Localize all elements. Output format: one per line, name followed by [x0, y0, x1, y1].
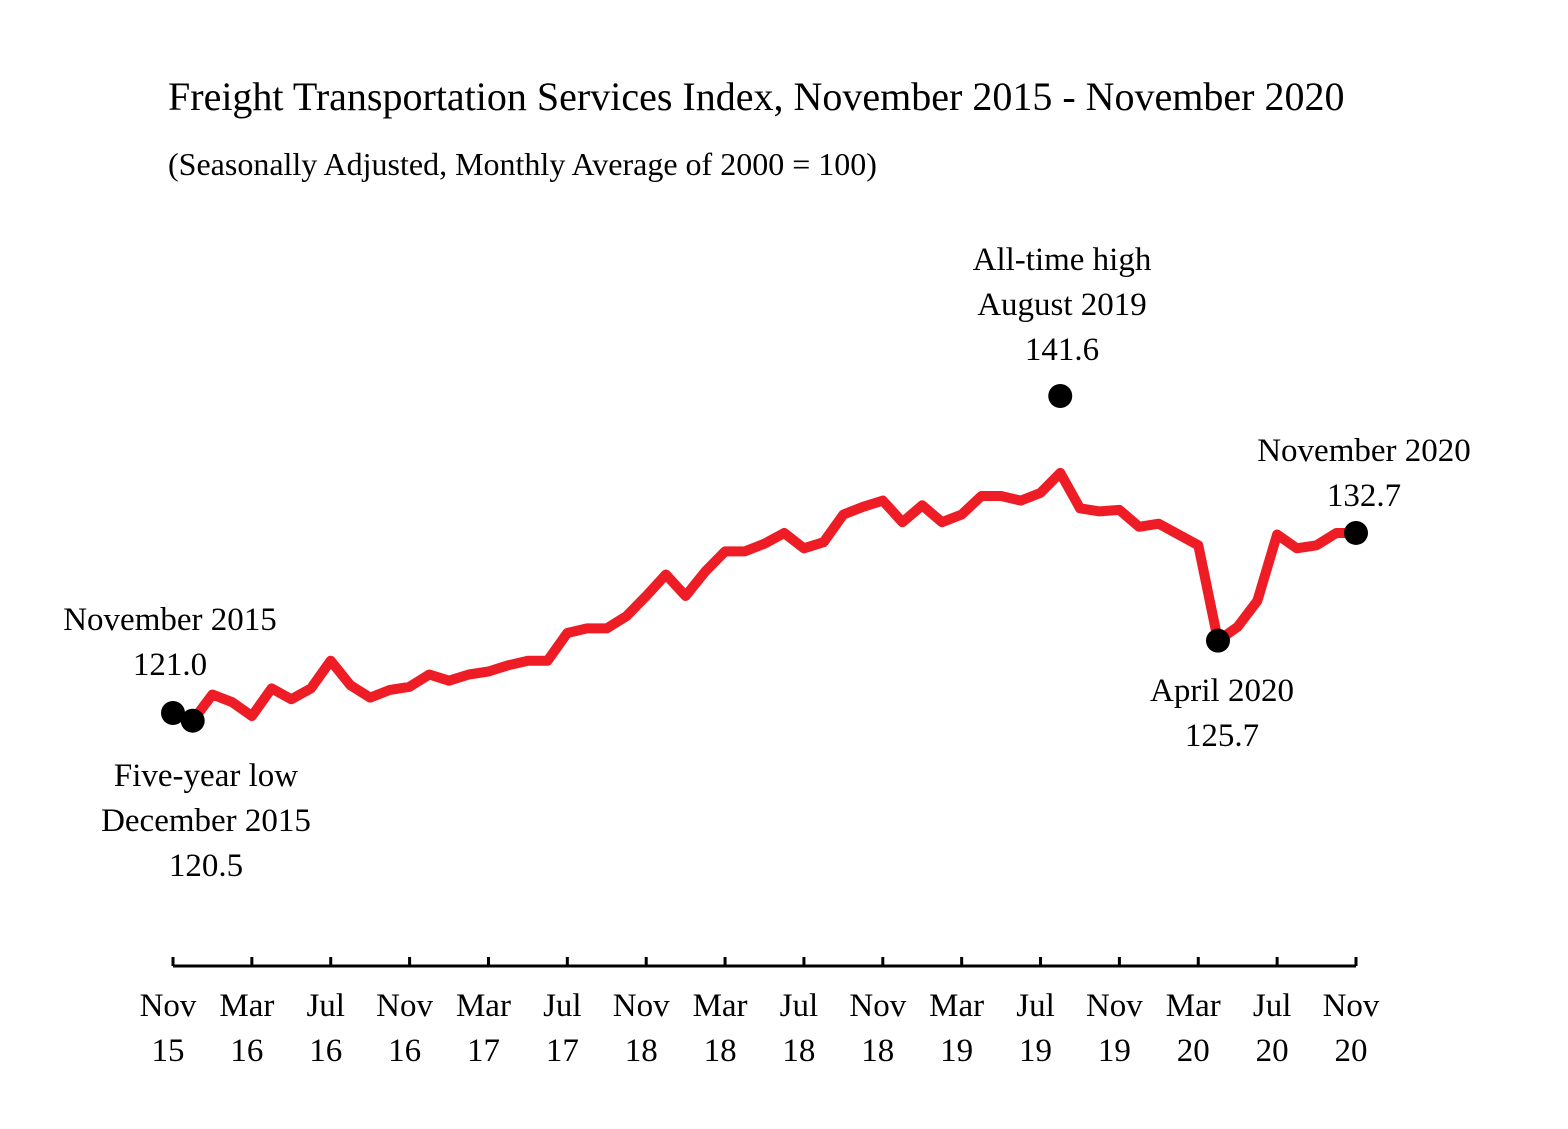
annotation-line: 132.7 [1327, 478, 1401, 514]
x-tick-label-year: 18 [625, 1033, 658, 1069]
x-tick-label-year: 16 [388, 1033, 421, 1069]
x-tick-label-year: 18 [782, 1033, 815, 1069]
x-tick-label-year: 19 [1098, 1033, 1131, 1069]
x-tick-label-year: 18 [861, 1033, 894, 1069]
annotation-apr2020: April 2020 125.7 [1150, 673, 1294, 754]
annotation-line: 141.6 [1025, 332, 1099, 368]
annotation-line: August 2019 [977, 287, 1147, 323]
annotation-nov2020: November 2020 132.7 [1257, 433, 1471, 514]
x-tick-label-month: Nov [613, 988, 670, 1024]
x-tick-label-year: 16 [309, 1033, 342, 1069]
annotation-line: Five-year low [114, 758, 298, 794]
x-axis: Nov 15 Mar 16 Jul 16 Nov 16 Mar 17 Jul 17 Nov 18 Mar 18… [140, 957, 1380, 1069]
data-point-marker [1344, 520, 1368, 545]
annotation-line: December 2015 [101, 803, 311, 839]
series-line [168, 467, 1361, 726]
annotation-line: April 2020 [1150, 673, 1294, 709]
x-tick-label-month: Mar [693, 988, 748, 1024]
annotation-line: November 2020 [1257, 433, 1471, 469]
data-point-marker [1205, 628, 1230, 653]
x-tick-label-month: Nov [849, 988, 906, 1024]
annotation-layer: November 2015 121.0 Five-year low December … [63, 242, 1471, 884]
x-tick-label-month: Jul [1253, 988, 1292, 1024]
x-tick-label-month: Nov [1323, 988, 1380, 1024]
x-tick-label-month: Mar [1166, 988, 1221, 1024]
x-tick-label-month: Jul [1016, 988, 1055, 1024]
x-tick-label-year: 19 [940, 1033, 973, 1069]
x-tick-label-year: 20 [1256, 1033, 1289, 1069]
x-tick-label-year: 20 [1177, 1033, 1210, 1069]
x-tick-label-month: Jul [543, 988, 582, 1024]
x-tick-label-year: 20 [1335, 1033, 1368, 1069]
marker-layer [161, 384, 1368, 733]
x-tick-label-year: 17 [546, 1033, 579, 1069]
annotation-nov2015: November 2015 121.0 [63, 602, 277, 683]
annotation-line: All-time high [973, 242, 1152, 278]
annotation-line: 125.7 [1185, 718, 1259, 754]
series-layer [168, 467, 1361, 726]
annotation-dec2015: Five-year low December 2015 120.5 [101, 758, 311, 884]
x-tick-label-month: Nov [1086, 988, 1143, 1024]
x-tick-label-year: 15 [152, 1033, 185, 1069]
x-tick-label-month: Mar [456, 988, 511, 1024]
x-tick-label-year: 17 [467, 1033, 500, 1069]
data-point-marker [161, 701, 185, 725]
x-tick-label-month: Nov [376, 988, 433, 1024]
chart-title: Freight Transportation Services Index, N… [168, 74, 1344, 119]
x-tick-label-year: 16 [230, 1033, 263, 1069]
x-tick-label-month: Nov [140, 988, 197, 1024]
annotation-line: November 2015 [63, 602, 277, 638]
chart-subtitle: (Seasonally Adjusted, Monthly Average of… [168, 146, 877, 182]
x-tick-label-month: Mar [929, 988, 984, 1024]
x-tick-label-month: Mar [219, 988, 274, 1024]
annotation-line: 121.0 [133, 647, 207, 683]
x-tick-label-month: Jul [780, 988, 819, 1024]
x-tick-label-year: 18 [704, 1033, 737, 1069]
x-tick-label-year: 19 [1019, 1033, 1052, 1069]
data-point-marker [180, 708, 205, 733]
x-tick-label-month: Jul [306, 988, 345, 1024]
data-point-marker [1048, 384, 1073, 408]
annotation-aug2019: All-time high August 2019 141.6 [973, 242, 1152, 368]
annotation-line: 120.5 [169, 848, 243, 884]
